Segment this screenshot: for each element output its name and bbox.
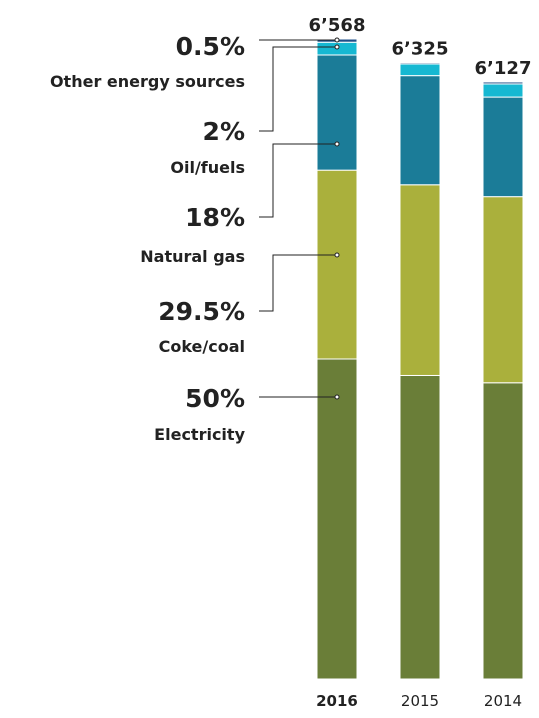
- total-label-2015: 6’325: [392, 39, 449, 60]
- leader-dot-natural-gas: [334, 141, 340, 147]
- category-label-electricity: Electricity: [154, 425, 245, 444]
- bar-2016-electricity: [316, 358, 358, 680]
- bar-2014-natural-gas: [482, 96, 524, 198]
- category-label-other-energy-sources: Other energy sources: [50, 72, 245, 91]
- share-label-coke-coal: 29.5%: [158, 297, 245, 326]
- bar-2014-oil-fuels: [482, 83, 524, 98]
- share-label-electricity: 50%: [185, 384, 245, 413]
- bar-2016-coke-coal: [316, 169, 358, 360]
- leader-line-coke-coal: [259, 254, 337, 312]
- year-label-2015: 2015: [401, 692, 439, 710]
- bar-2015-other-energy-sources: [399, 62, 441, 65]
- category-label-natural-gas: Natural gas: [140, 247, 245, 266]
- share-label-other-energy-sources: 0.5%: [176, 32, 245, 61]
- labels-group: 6’568 2016 6’325 2015 6’127 2014 0.5% Other ene…: [50, 15, 532, 710]
- total-label-2016: 6’568: [309, 15, 366, 36]
- leader-dot-electricity: [334, 394, 340, 400]
- bar-2015-oil-fuels: [399, 63, 441, 77]
- bar-2016-natural-gas: [316, 54, 358, 171]
- leader-line-natural-gas: [259, 143, 337, 218]
- year-label-2016: 2016: [316, 692, 358, 710]
- share-label-oil-fuels: 2%: [203, 117, 245, 146]
- leader-dot-other-energy-sources: [334, 37, 340, 43]
- bars-group: [316, 38, 524, 680]
- bar-2014-electricity: [482, 382, 524, 680]
- total-label-2014: 6’127: [475, 58, 532, 79]
- bar-2015-natural-gas: [399, 75, 441, 186]
- category-label-coke-coal: Coke/coal: [159, 337, 245, 356]
- category-label-oil-fuels: Oil/fuels: [170, 158, 245, 177]
- year-label-2014: 2014: [484, 692, 522, 710]
- bar-2015-electricity: [399, 374, 441, 680]
- leader-lines-group: [259, 37, 340, 400]
- leader-dot-oil-fuels: [334, 44, 340, 50]
- bar-2014-coke-coal: [482, 196, 524, 384]
- share-label-natural-gas: 18%: [185, 203, 245, 232]
- leader-line-oil-fuels: [259, 46, 337, 132]
- leader-dot-coke-coal: [334, 252, 340, 258]
- bar-2014-other-energy-sources: [482, 81, 524, 85]
- bar-2015-coke-coal: [399, 184, 441, 376]
